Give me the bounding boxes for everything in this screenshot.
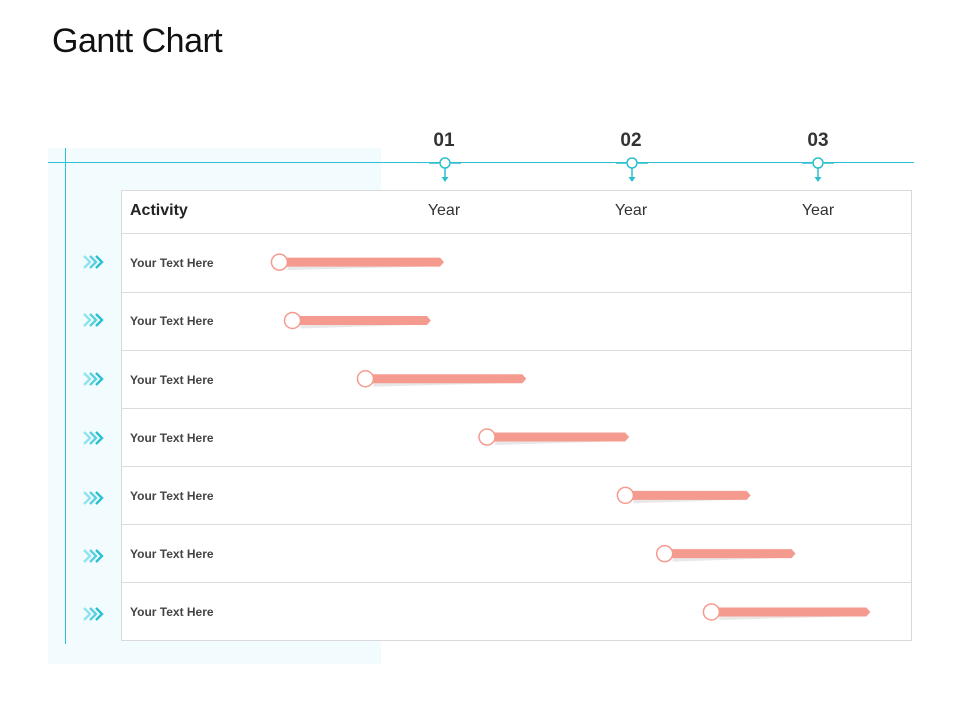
year-header-2: Year	[614, 202, 648, 219]
milestone-number-02: 02	[620, 130, 642, 151]
gantt-bar-start-marker	[655, 544, 674, 563]
triple-chevron-icon	[83, 372, 104, 386]
milestone-marker-icon	[616, 157, 648, 182]
activity-label: Your Text Here	[130, 314, 214, 328]
year-header-1: Year	[427, 202, 461, 219]
milestone-marker-icon	[429, 157, 461, 182]
gantt-bar-body	[279, 257, 444, 267]
gantt-bar-body	[625, 490, 751, 500]
gantt-bar	[270, 253, 444, 271]
row-divider	[121, 582, 912, 583]
triple-chevron-icon	[83, 607, 104, 621]
gantt-bar-start-marker	[702, 603, 721, 621]
gantt-bar-start-marker	[270, 253, 289, 271]
activity-header: Activity	[130, 202, 188, 219]
activity-label: Your Text Here	[130, 489, 214, 503]
row-divider	[121, 350, 912, 351]
gantt-bar	[283, 311, 431, 330]
activity-label: Your Text Here	[130, 605, 214, 619]
page-title: Gantt Chart	[52, 22, 223, 60]
milestone-number-01: 01	[433, 130, 455, 151]
gantt-bar-start-marker	[356, 370, 375, 388]
gantt-bar-start-marker	[283, 311, 302, 330]
triple-chevron-icon	[83, 549, 104, 563]
gantt-bar-body	[711, 607, 871, 617]
milestone-number-03: 03	[807, 130, 829, 151]
activity-label: Your Text Here	[130, 256, 214, 270]
triple-chevron-icon	[83, 255, 104, 269]
row-divider	[121, 524, 912, 525]
gantt-bar-start-marker	[478, 428, 496, 446]
left-vertical-line	[65, 148, 66, 644]
gantt-bar-start-marker	[616, 486, 635, 505]
gantt-bar-body	[664, 549, 796, 559]
year-header-3: Year	[801, 202, 835, 219]
gantt-bar	[478, 428, 630, 446]
gantt-bar	[702, 603, 871, 621]
gantt-bar-body	[487, 432, 630, 442]
gantt-bar-body	[292, 315, 431, 325]
triple-chevron-icon	[83, 313, 104, 327]
row-divider	[121, 292, 912, 293]
gantt-bar	[616, 486, 751, 505]
activity-label: Your Text Here	[130, 373, 214, 387]
row-divider	[121, 233, 912, 234]
gantt-bar	[655, 544, 796, 563]
gantt-bar	[356, 370, 527, 388]
triple-chevron-icon	[83, 431, 104, 445]
gantt-bar-body	[365, 374, 527, 384]
row-divider	[121, 408, 912, 409]
timeline-line	[48, 162, 914, 163]
activity-label: Your Text Here	[130, 547, 214, 561]
milestone-marker-icon	[802, 157, 834, 182]
triple-chevron-icon	[83, 491, 104, 505]
row-divider	[121, 466, 912, 467]
activity-label: Your Text Here	[130, 431, 214, 445]
gantt-table	[121, 190, 912, 641]
